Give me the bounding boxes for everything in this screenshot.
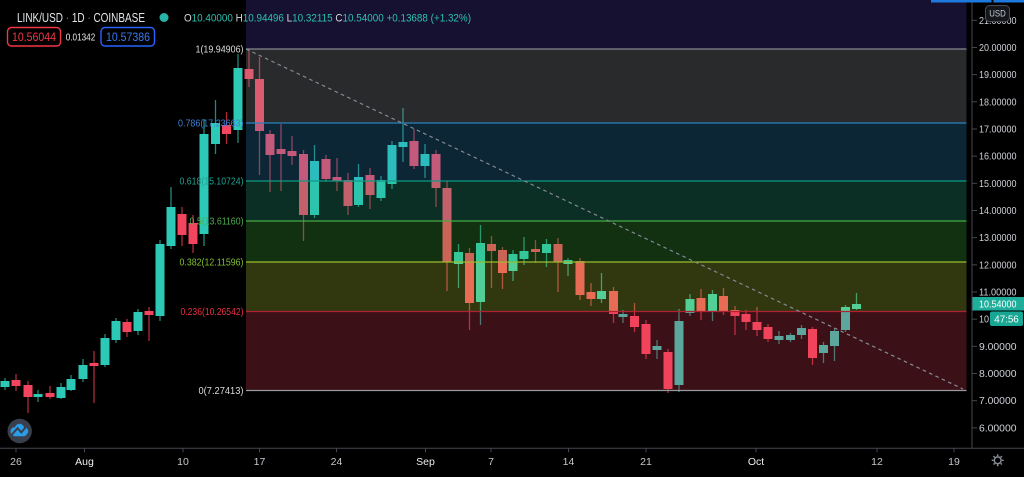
svg-text:21: 21	[640, 456, 652, 468]
svg-text:USD: USD	[989, 9, 1006, 20]
svg-text:0.01342: 0.01342	[66, 32, 96, 44]
svg-text:10.54000: 10.54000	[979, 299, 1017, 311]
svg-text:6.00000: 6.00000	[979, 422, 1017, 434]
svg-text:11.00000: 11.00000	[979, 287, 1017, 299]
svg-text:Aug: Aug	[75, 456, 94, 468]
svg-text:0.236(10.26542): 0.236(10.26542)	[181, 306, 244, 318]
svg-text:14: 14	[563, 456, 575, 468]
svg-text:Oct: Oct	[748, 456, 764, 468]
svg-text:O10.40000 H10.94496 L10.32115: O10.40000 H10.94496 L10.32115 C10.54000 …	[184, 13, 471, 25]
svg-text:0.618(15.10724): 0.618(15.10724)	[180, 176, 244, 188]
svg-text:0.382(12.11596): 0.382(12.11596)	[180, 257, 244, 269]
svg-text:26: 26	[10, 456, 22, 468]
svg-text:7.00000: 7.00000	[979, 395, 1017, 407]
svg-text:0.5(13.61160): 0.5(13.61160)	[190, 216, 244, 228]
svg-text:17: 17	[254, 456, 266, 468]
svg-text:16.00000: 16.00000	[979, 151, 1017, 163]
svg-text:17.00000: 17.00000	[979, 123, 1017, 135]
svg-text:18.00000: 18.00000	[979, 96, 1017, 108]
svg-text:47:56: 47:56	[994, 314, 1019, 326]
svg-text:12: 12	[871, 456, 883, 468]
svg-text:LINK/USD · 1D · COINBASE: LINK/USD · 1D · COINBASE	[17, 10, 145, 25]
svg-text:0.786(17.23663): 0.786(17.23663)	[178, 118, 244, 130]
svg-text:20.00000: 20.00000	[979, 42, 1017, 54]
svg-text:0(7.27413): 0(7.27413)	[199, 385, 244, 397]
svg-text:10.57386: 10.57386	[106, 30, 150, 44]
svg-text:Sep: Sep	[416, 456, 435, 468]
svg-text:24: 24	[331, 456, 343, 468]
svg-text:12.00000: 12.00000	[979, 259, 1017, 271]
svg-text:10: 10	[177, 456, 189, 468]
svg-text:19: 19	[948, 456, 960, 468]
svg-text:19.00000: 19.00000	[979, 69, 1017, 81]
svg-text:15.00000: 15.00000	[979, 178, 1017, 190]
svg-text:14.00000: 14.00000	[979, 205, 1017, 217]
svg-text:13.00000: 13.00000	[979, 232, 1017, 244]
svg-text:7: 7	[488, 456, 494, 468]
svg-text:10.56044: 10.56044	[12, 30, 56, 44]
svg-text:8.00000: 8.00000	[979, 368, 1017, 380]
svg-text:9.00000: 9.00000	[979, 341, 1017, 353]
svg-text:1(19.94906): 1(19.94906)	[196, 44, 244, 56]
